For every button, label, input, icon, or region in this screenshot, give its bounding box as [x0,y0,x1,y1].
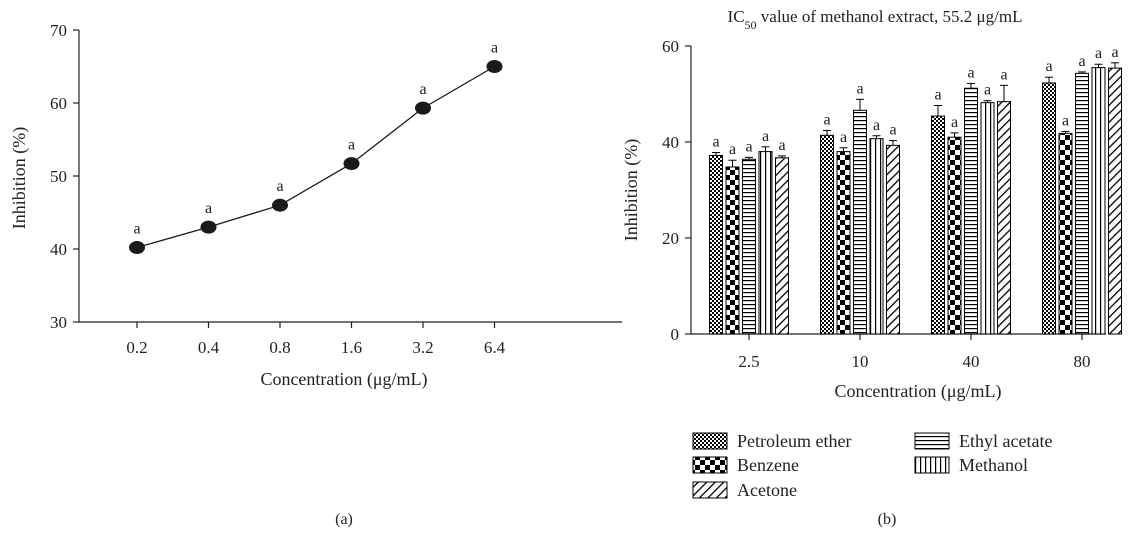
chart-a-y-ticks: 30 40 50 60 70 [50,21,79,332]
chart-a-y-tick-label: 60 [50,94,67,113]
chart-b-x-ticks: 2.5 10 40 80 [738,334,1091,371]
chart-a-x-tick-label: 1.6 [341,338,362,357]
chart-b-legend-swatch [914,432,950,450]
chart-a-point [486,60,503,73]
chart-b-bar-label: a [856,80,863,97]
chart-a-point [343,157,360,171]
chart-b-bar [1108,67,1122,335]
chart-b-bar-label: a [951,114,958,131]
chart-b-bar [931,115,945,335]
chart-a-y-label: Inhibition (%) [9,127,30,229]
chart-b-bar [853,109,867,335]
chart-b-bar [1058,132,1073,335]
chart-a-point [129,241,145,255]
chart-a-point-label: a [133,221,140,238]
chart-b-y-tick-label: 20 [662,229,679,248]
chart-b-x-tick-label: 80 [1074,352,1091,371]
chart-b-bar-label: a [1078,53,1085,70]
chart-a-y-tick-label: 30 [50,313,67,332]
chart-a-point [200,220,217,234]
chart-b-bar-label: a [1062,112,1069,129]
chart-b-bar-label: a [1045,58,1052,75]
chart-b-bar [709,154,723,335]
chart-b-bar [886,144,900,335]
chart-b-bar [980,102,995,335]
chart-a-point [272,198,288,212]
chart-a-point-label: a [419,81,426,98]
chart-b-legend-label: Acetone [737,480,797,500]
chart-b-y-label: Inhibition (%) [621,139,642,241]
chart-a-point-label: a [276,178,283,195]
chart-a-x-label: Concentration (μg/mL) [260,369,427,390]
chart-b-bar [997,101,1011,335]
chart-b-y-tick-label: 40 [662,133,679,152]
chart-a-x-tick-label: 0.2 [126,338,147,357]
chart-b-bar-label: a [762,128,769,145]
chart-b-bar-label: a [1111,44,1118,61]
chart-b-legend-label: Methanol [959,455,1028,475]
chart-b-legend-swatch [692,481,728,499]
chart-a: 30 40 50 60 70 0.2 0.4 0.8 1.6 3.2 6.4 a a a a a a Con… [9,21,622,528]
chart-b-bar [775,157,789,335]
chart-b-bar [964,87,978,335]
chart-a-x-tick-label: 3.2 [412,338,433,357]
chart-b-legend: Petroleum ether Benzene Acetone Ethyl aceta… [692,431,1052,500]
chart-a-points: a a a a a a [129,40,503,255]
chart-b-bar [947,136,962,335]
chart-b: IC50 value of methanol extract, 55.2 μg/… [621,7,1122,528]
chart-b-y-ticks: 0 20 40 60 [662,37,691,344]
chart-b-bar-label: a [1000,66,1007,83]
chart-b-legend-swatch [914,456,950,474]
chart-a-point [415,101,431,115]
chart-a-x-tick-label: 0.8 [269,338,290,357]
chart-b-bar [1075,72,1089,335]
chart-b-legend-label: Petroleum ether [737,431,851,451]
chart-b-legend-swatch [692,456,728,474]
chart-a-x-tick-label: 6.4 [484,338,506,357]
chart-b-bar [742,158,756,335]
chart-b-bar-label: a [823,111,830,128]
chart-a-panel-label: (a) [335,511,353,528]
chart-a-x-ticks: 0.2 0.4 0.8 1.6 3.2 6.4 [126,322,506,357]
chart-b-bar-label: a [873,117,880,134]
chart-a-y-tick-label: 50 [50,167,67,186]
chart-b-x-label: Concentration (μg/mL) [834,381,1001,402]
chart-a-y-tick-label: 70 [50,21,67,40]
chart-b-title: IC50 value of methanol extract, 55.2 μg/… [728,7,1023,32]
chart-b-x-tick-label: 10 [852,352,869,371]
chart-b-bar [725,166,740,335]
chart-a-series-line [136,65,495,249]
chart-b-x-tick-label: 40 [963,352,980,371]
chart-b-y-tick-label: 0 [671,325,680,344]
chart-a-point-label: a [491,40,498,57]
chart-b-x-tick-label: 2.5 [738,352,759,371]
chart-b-legend-label: Benzene [737,455,799,475]
chart-b-bar [836,151,851,335]
chart-b-legend-swatch [692,432,728,450]
chart-b-bar [869,138,884,335]
chart-b-bar-label: a [889,122,896,139]
chart-a-y-tick-label: 40 [50,240,67,259]
chart-a-x-tick-label: 0.4 [198,338,220,357]
chart-b-bar-label: a [967,64,974,81]
chart-b-y-tick-label: 60 [662,37,679,56]
chart-b-bar-label: a [778,137,785,154]
chart-b-bar-label: a [840,129,847,146]
chart-b-bar-label: a [934,87,941,104]
chart-b-bar [1091,67,1106,335]
chart-b-bar-label: a [745,138,752,155]
chart-a-point-label: a [348,137,355,154]
chart-b-bar-label: a [712,134,719,151]
chart-b-panel-label: (b) [878,511,897,528]
chart-b-bar [758,151,773,335]
chart-b-bar-label: a [984,82,991,99]
chart-b-bar-label: a [729,141,736,158]
chart-b-bar-label: a [1095,45,1102,62]
chart-b-legend-label: Ethyl acetate [959,431,1052,451]
chart-b-bar [820,134,834,335]
chart-b-bar [1042,82,1056,335]
chart-a-point-label: a [205,200,212,217]
